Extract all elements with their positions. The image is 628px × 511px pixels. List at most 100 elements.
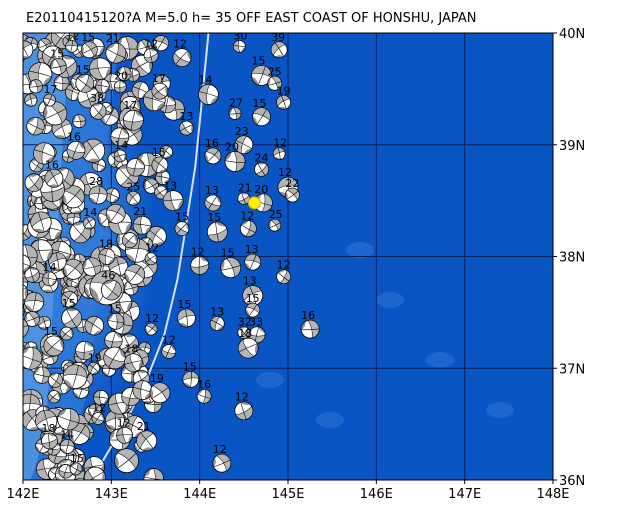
depth-label: 17 xyxy=(44,83,58,96)
focal-mechanism xyxy=(251,65,272,86)
depth-label: 38 xyxy=(90,92,104,105)
focal-mechanism xyxy=(113,80,127,93)
focal-mechanism xyxy=(237,191,251,205)
focal-mechanism xyxy=(89,102,107,120)
depth-label: 21 xyxy=(106,32,120,45)
background-focal-mechanism xyxy=(75,340,95,361)
focal-mechanism xyxy=(149,382,171,404)
background-focal-mechanism xyxy=(26,116,45,136)
focal-mechanism xyxy=(66,140,86,160)
focal-mechanism xyxy=(284,187,300,203)
focal-mechanism xyxy=(228,107,242,120)
focal-mechanism xyxy=(270,41,288,59)
focal-mechanism xyxy=(245,302,261,318)
depth-label: 13 xyxy=(245,243,259,256)
background-focal-mechanism xyxy=(104,331,123,350)
depth-label: 14 xyxy=(83,206,97,219)
depth-label: 14 xyxy=(114,139,128,152)
focal-mechanism xyxy=(172,48,192,67)
background-focal-mechanism xyxy=(37,315,52,330)
depth-label: 24 xyxy=(255,151,269,164)
focal-mechanism xyxy=(100,279,122,301)
focal-mechanism xyxy=(161,344,177,359)
depth-label: 20 xyxy=(225,141,239,154)
lon-tick-label: 148E xyxy=(536,487,569,502)
axis-tick-labels: 142E 143E 144E 145E 146E 147E 148E 40N 39N 38N 37N… xyxy=(6,27,585,502)
focal-mechanism xyxy=(82,216,96,230)
background-focal-mechanism xyxy=(24,267,40,283)
focal-mechanism xyxy=(244,253,262,271)
background-focal-mechanism xyxy=(117,66,132,81)
background-focal-mechanism xyxy=(47,372,63,388)
background-focal-mechanism xyxy=(110,127,130,147)
focal-mechanism xyxy=(252,107,271,127)
focal-mechanism xyxy=(69,462,83,476)
background-focal-mechanism xyxy=(155,169,171,185)
seamount-shading xyxy=(426,352,454,368)
focal-mechanism xyxy=(144,252,158,266)
depth-label: 28 xyxy=(89,175,103,188)
background-focal-mechanism xyxy=(114,448,139,474)
background-focal-mechanism xyxy=(72,114,87,129)
focal-mechanism xyxy=(88,185,108,205)
depth-label: 12 xyxy=(240,210,254,223)
depth-label: 21 xyxy=(133,205,147,218)
focal-mechanism xyxy=(204,194,222,212)
background-focal-mechanism xyxy=(59,326,74,341)
focal-mechanism xyxy=(61,307,82,329)
background-focal-mechanism xyxy=(62,364,88,390)
depth-label: 14 xyxy=(60,429,74,442)
depth-label: 30 xyxy=(233,29,247,42)
depth-label: 12 xyxy=(273,137,287,150)
focal-mechanism xyxy=(105,42,127,64)
background-focal-mechanism xyxy=(6,279,24,297)
background-focal-mechanism xyxy=(35,409,58,433)
focal-mechanism xyxy=(144,322,158,336)
depth-label: 13 xyxy=(210,306,224,319)
focal-mechanism xyxy=(300,319,320,339)
focal-mechanism xyxy=(65,40,78,53)
focal-mechanism xyxy=(122,109,144,131)
focal-mechanism xyxy=(132,215,152,235)
background-focal-mechanism xyxy=(23,254,31,273)
depth-label: 12 xyxy=(191,245,205,258)
depth-label: 15 xyxy=(246,292,260,305)
depth-label: 17 xyxy=(152,72,166,85)
background-focal-mechanism xyxy=(159,145,174,159)
depth-label: 12 xyxy=(173,38,187,51)
background-focal-mechanism xyxy=(132,380,153,401)
background-focal-mechanism xyxy=(47,390,61,404)
depth-label: 12 xyxy=(145,312,159,325)
focal-mechanism xyxy=(174,221,190,237)
depth-label: 33 xyxy=(249,316,263,329)
focal-mechanism xyxy=(232,40,246,53)
background-focal-mechanism xyxy=(33,366,51,384)
depth-label: 12 xyxy=(277,259,291,272)
depth-label: 16 xyxy=(45,158,59,171)
background-focal-mechanism xyxy=(105,410,125,431)
focal-mechanism xyxy=(267,75,283,91)
depth-label: 18 xyxy=(99,238,113,251)
focal-mechanism xyxy=(87,361,101,375)
epicenter-marker xyxy=(247,196,261,210)
background-focal-mechanism xyxy=(24,292,45,313)
background-focal-mechanism xyxy=(89,57,112,80)
background-focal-mechanism xyxy=(95,78,110,94)
depth-label: 16 xyxy=(197,378,211,391)
depth-label: 27 xyxy=(229,97,243,110)
focal-mechanism xyxy=(224,151,246,172)
depth-label: 15 xyxy=(175,211,189,224)
depth-label: 12 xyxy=(278,166,292,179)
seamount-shading xyxy=(316,412,344,428)
depth-label: 13 xyxy=(205,184,219,197)
focal-mechanism xyxy=(59,439,75,454)
depth-label: 19 xyxy=(88,351,102,364)
depth-label: 13 xyxy=(163,180,177,193)
depth-label: 22 xyxy=(285,177,299,190)
lat-tick-label: 37N xyxy=(559,362,585,377)
background-focal-mechanism xyxy=(153,35,169,52)
background-focal-mechanism xyxy=(28,79,43,94)
focal-mechanism xyxy=(198,84,219,105)
